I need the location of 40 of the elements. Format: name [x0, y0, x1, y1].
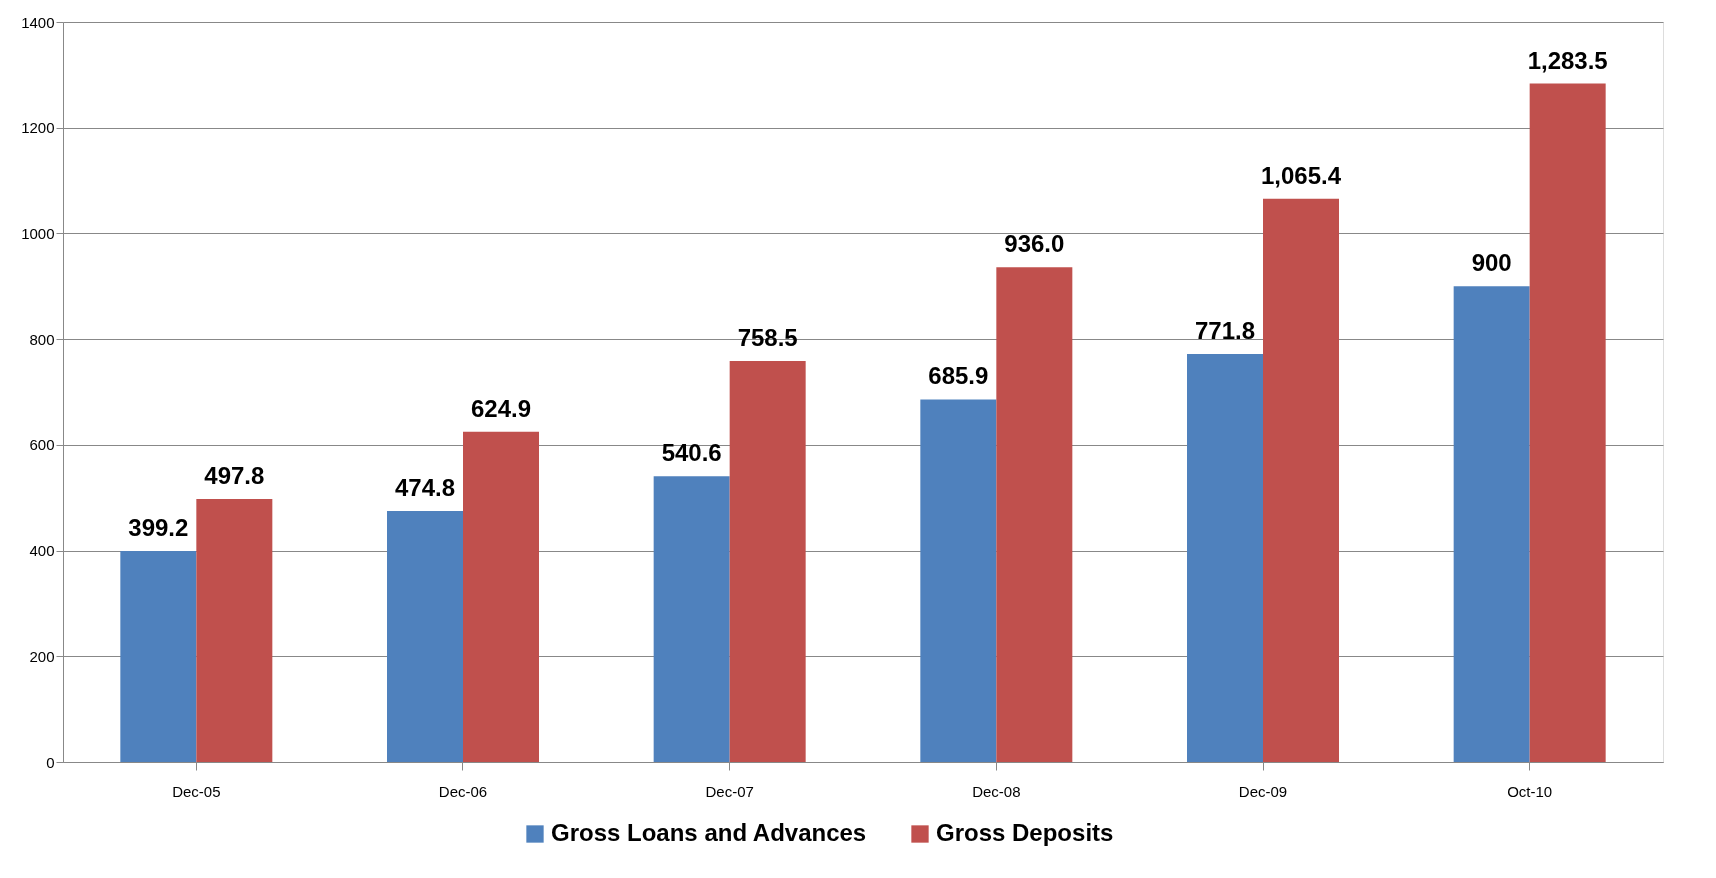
bar: [387, 511, 463, 762]
legend-label: Gross Deposits: [936, 819, 1114, 846]
x-tick-label: Dec-07: [705, 782, 754, 800]
bar: [196, 498, 273, 762]
data-label: 900: [1471, 249, 1512, 277]
bar: [1263, 198, 1339, 762]
y-tick-label: 1200: [21, 119, 55, 137]
y-tick-label: 800: [29, 330, 55, 348]
data-label: 540.6: [661, 439, 722, 467]
bar: [1529, 83, 1606, 762]
data-label: 758.5: [737, 324, 798, 352]
data-label: 771.8: [1194, 317, 1256, 345]
data-label: 497.8: [204, 461, 265, 489]
x-tick-label: Dec-05: [172, 782, 221, 800]
x-tick-label: Dec-09: [1238, 782, 1288, 800]
y-tick-label: 400: [29, 542, 55, 560]
x-tick-label: Oct-10: [1507, 782, 1553, 800]
y-tick-label: 1000: [21, 224, 55, 242]
y-tick-label: 0: [46, 753, 55, 771]
data-label: 685.9: [928, 362, 989, 390]
bar: [1453, 286, 1530, 762]
y-tick-label: 1400: [21, 13, 55, 31]
x-tick-label: Dec-06: [438, 782, 488, 800]
y-tick-label: 200: [29, 647, 55, 665]
bar: [120, 550, 197, 762]
bar: [463, 431, 539, 762]
data-label: 936.0: [1004, 230, 1065, 258]
data-label: 624.9: [470, 394, 532, 422]
bar: [653, 476, 730, 762]
bar: [920, 399, 997, 762]
x-tick-label: Dec-08: [972, 782, 1021, 800]
bar: [996, 267, 1073, 762]
legend-label: Gross Loans and Advances: [551, 819, 867, 846]
data-label: 399.2: [128, 513, 189, 541]
data-label: 1,283.5: [1527, 46, 1608, 74]
y-tick-label: 600: [29, 436, 55, 454]
bar: [1187, 354, 1263, 762]
data-label: 474.8: [394, 474, 456, 502]
data-label: 1,065.4: [1260, 161, 1342, 189]
bar: [729, 361, 806, 762]
